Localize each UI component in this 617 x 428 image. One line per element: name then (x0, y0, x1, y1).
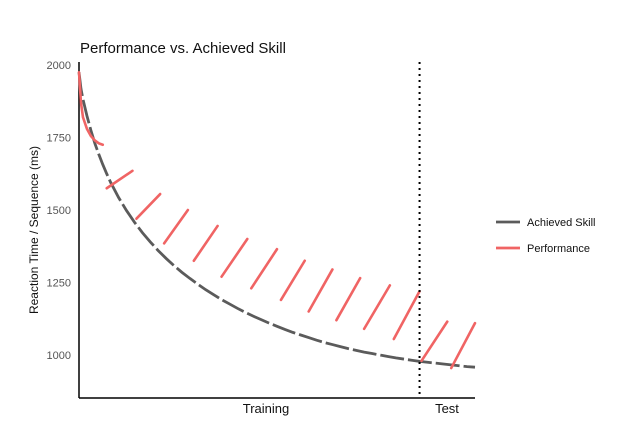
series-segment-performance (249, 247, 279, 290)
y-tick-label: 1750 (47, 133, 71, 145)
y-tick-label: 1000 (47, 350, 71, 362)
legend-label-performance: Performance (527, 243, 590, 255)
x-axis-label-training: Training (243, 401, 289, 416)
y-axis-ticks: 2000 1750 1500 1250 1000 (47, 60, 71, 362)
legend: Achieved Skill Performance (496, 217, 595, 255)
series-segment-performance (392, 289, 421, 341)
series-segment-performance (362, 284, 392, 331)
series-layer (77, 70, 477, 370)
series-segment-performance (449, 321, 477, 370)
series-segment-performance (77, 70, 105, 147)
chart-title: Performance vs. Achieved Skill (80, 40, 286, 57)
y-axis-label: Reaction Time / Sequence (ms) (27, 146, 41, 314)
y-tick-label: 1500 (47, 205, 71, 217)
series-segment-performance (135, 192, 162, 220)
series-segment-performance (220, 237, 249, 278)
series-segment-performance (420, 320, 449, 363)
y-tick-label: 1250 (47, 278, 71, 290)
legend-label-achieved-skill: Achieved Skill (527, 217, 595, 229)
x-axis-label-test: Test (435, 401, 459, 416)
series-line-achieved-skill (77, 72, 476, 369)
series-segment-performance (192, 224, 219, 263)
series-segment-performance (307, 268, 334, 313)
y-tick-label: 2000 (47, 60, 71, 72)
series-segment-performance (279, 259, 307, 302)
series-segment-performance (162, 208, 190, 245)
series-segment-performance (335, 276, 362, 322)
series-segment-performance (105, 169, 134, 190)
